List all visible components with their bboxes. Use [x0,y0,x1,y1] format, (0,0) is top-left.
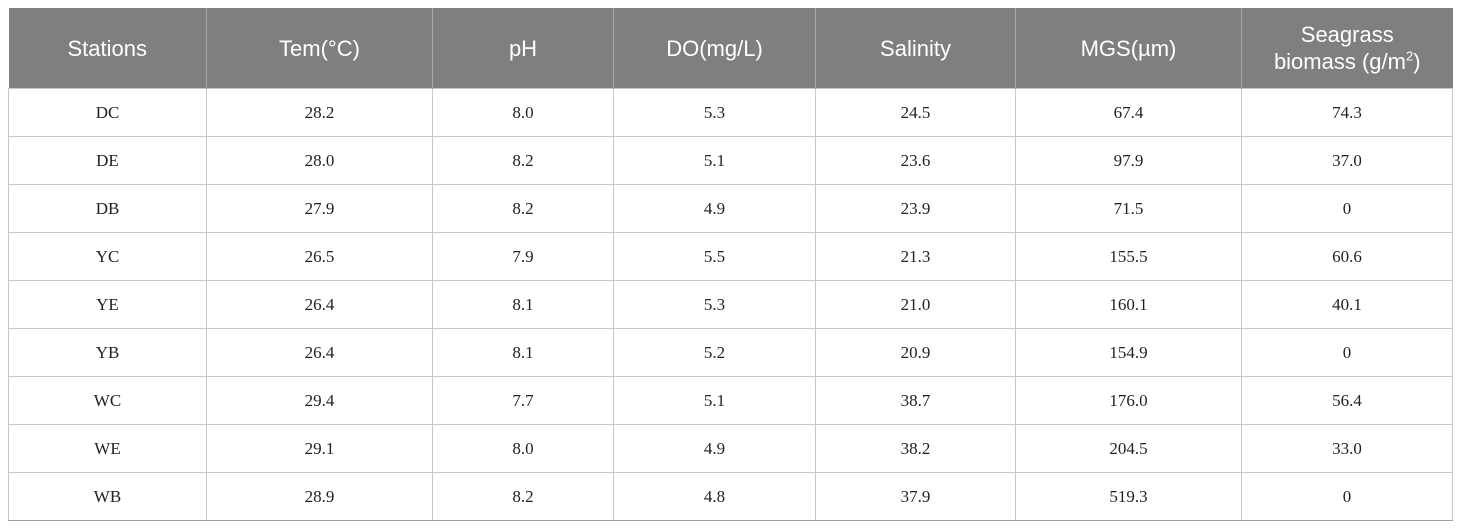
cell-salinity: 38.2 [815,424,1016,473]
cell-temperature: 26.5 [206,232,433,281]
cell-seagrass-biomass: 56.4 [1241,376,1453,425]
cell-ph: 8.2 [432,136,614,185]
cell-seagrass-biomass: 0 [1241,184,1453,233]
cell-seagrass-biomass: 74.3 [1241,88,1453,137]
cell-temperature: 28.0 [206,136,433,185]
cell-dissolved-oxygen: 4.9 [613,184,816,233]
header-seagrass-line2: biomass (g/m2) [1248,48,1447,75]
cell-temperature: 26.4 [206,328,433,377]
table-row: DB 27.9 8.2 4.9 23.9 71.5 0 [8,184,1453,233]
cell-salinity: 37.9 [815,472,1016,521]
cell-dissolved-oxygen: 5.1 [613,136,816,185]
cell-temperature: 27.9 [206,184,433,233]
header-mgs: MGS(µm) [1015,8,1242,89]
data-table-container: Stations Tem(°C) pH DO(mg/L) Salinity MG… [8,8,1453,521]
cell-mgs: 519.3 [1015,472,1242,521]
cell-seagrass-biomass: 60.6 [1241,232,1453,281]
cell-dissolved-oxygen: 5.3 [613,280,816,329]
cell-temperature: 29.1 [206,424,433,473]
cell-dissolved-oxygen: 5.2 [613,328,816,377]
cell-salinity: 21.3 [815,232,1016,281]
environmental-data-table: Stations Tem(°C) pH DO(mg/L) Salinity MG… [8,8,1453,521]
cell-salinity: 20.9 [815,328,1016,377]
cell-mgs: 204.5 [1015,424,1242,473]
cell-ph: 8.2 [432,472,614,521]
cell-station: WB [8,472,207,521]
header-row: Stations Tem(°C) pH DO(mg/L) Salinity MG… [8,8,1453,89]
cell-seagrass-biomass: 37.0 [1241,136,1453,185]
cell-station: YB [8,328,207,377]
cell-mgs: 176.0 [1015,376,1242,425]
cell-station: DB [8,184,207,233]
header-seagrass-biomass: Seagrass biomass (g/m2) [1241,8,1453,89]
table-row: WE 29.1 8.0 4.9 38.2 204.5 33.0 [8,424,1453,473]
table-row: YB 26.4 8.1 5.2 20.9 154.9 0 [8,328,1453,377]
cell-ph: 8.1 [432,328,614,377]
cell-mgs: 71.5 [1015,184,1242,233]
cell-dissolved-oxygen: 5.5 [613,232,816,281]
cell-seagrass-biomass: 0 [1241,328,1453,377]
header-temperature: Tem(°C) [206,8,433,89]
table-row: WC 29.4 7.7 5.1 38.7 176.0 56.4 [8,376,1453,425]
cell-salinity: 23.6 [815,136,1016,185]
cell-temperature: 26.4 [206,280,433,329]
cell-temperature: 29.4 [206,376,433,425]
cell-salinity: 21.0 [815,280,1016,329]
cell-ph: 8.2 [432,184,614,233]
header-seagrass-superscript: 2 [1405,48,1414,64]
cell-station: YC [8,232,207,281]
cell-station: WC [8,376,207,425]
header-seagrass-line1: Seagrass [1300,22,1394,47]
cell-temperature: 28.9 [206,472,433,521]
cell-dissolved-oxygen: 5.3 [613,88,816,137]
cell-dissolved-oxygen: 4.9 [613,424,816,473]
header-ph: pH [432,8,614,89]
cell-ph: 7.7 [432,376,614,425]
cell-seagrass-biomass: 33.0 [1241,424,1453,473]
cell-salinity: 38.7 [815,376,1016,425]
header-salinity: Salinity [815,8,1016,89]
header-stations: Stations [8,8,207,89]
cell-station: DE [8,136,207,185]
cell-salinity: 23.9 [815,184,1016,233]
table-row: DC 28.2 8.0 5.3 24.5 67.4 74.3 [8,88,1453,137]
cell-ph: 8.0 [432,424,614,473]
cell-dissolved-oxygen: 5.1 [613,376,816,425]
cell-seagrass-biomass: 0 [1241,472,1453,521]
cell-mgs: 97.9 [1015,136,1242,185]
cell-mgs: 160.1 [1015,280,1242,329]
table-row: DE 28.0 8.2 5.1 23.6 97.9 37.0 [8,136,1453,185]
cell-temperature: 28.2 [206,88,433,137]
cell-dissolved-oxygen: 4.8 [613,472,816,521]
table-body: DC 28.2 8.0 5.3 24.5 67.4 74.3 DE 28.0 8.2 5.1 23.6… [8,88,1453,521]
cell-salinity: 24.5 [815,88,1016,137]
table-header: Stations Tem(°C) pH DO(mg/L) Salinity MG… [8,8,1453,89]
header-dissolved-oxygen: DO(mg/L) [613,8,816,89]
cell-station: WE [8,424,207,473]
header-seagrass-unit: biomass (g/m [1273,49,1406,74]
header-seagrass-close: ) [1413,49,1421,74]
cell-station: DC [8,88,207,137]
cell-mgs: 154.9 [1015,328,1242,377]
cell-ph: 7.9 [432,232,614,281]
table-row: YC 26.5 7.9 5.5 21.3 155.5 60.6 [8,232,1453,281]
cell-mgs: 155.5 [1015,232,1242,281]
table-row: WB 28.9 8.2 4.8 37.9 519.3 0 [8,472,1453,521]
cell-ph: 8.0 [432,88,614,137]
cell-ph: 8.1 [432,280,614,329]
cell-mgs: 67.4 [1015,88,1242,137]
table-row: YE 26.4 8.1 5.3 21.0 160.1 40.1 [8,280,1453,329]
cell-seagrass-biomass: 40.1 [1241,280,1453,329]
cell-station: YE [8,280,207,329]
